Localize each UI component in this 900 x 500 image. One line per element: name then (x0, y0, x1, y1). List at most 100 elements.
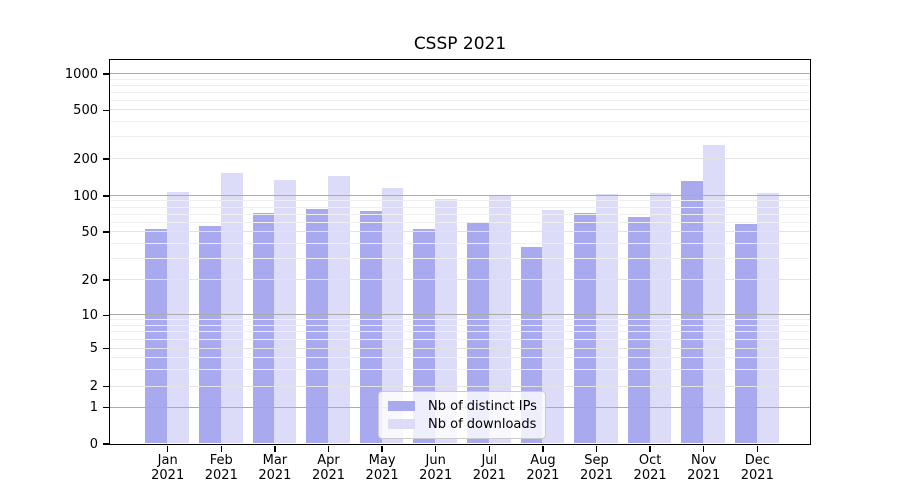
bar-nb-of-downloads-jan-2021 (167, 192, 189, 444)
x-tick-label-line: 2021 (526, 468, 560, 483)
legend-swatch-nb-of-downloads (388, 419, 415, 429)
x-tick-label-line: 2021 (204, 468, 238, 483)
gridline-20 (109, 279, 810, 280)
x-tick-mark-aug-2021 (542, 445, 544, 452)
y-tick-label-5: 5 (89, 341, 98, 356)
minor-gridline-800 (109, 84, 810, 86)
minor-gridline-80 (109, 206, 810, 208)
minor-gridline-8 (109, 324, 810, 326)
minor-gridline-70 (109, 213, 810, 215)
major-gridline-10 (109, 314, 810, 316)
bar-nb-of-downloads-jun-2021 (435, 199, 457, 444)
x-tick-mark-mar-2021 (274, 445, 276, 452)
x-tick-label-line: 2021 (687, 468, 721, 483)
bar-nb-of-downloads-feb-2021 (220, 172, 243, 444)
bar-nb-of-distinct-ips-jun-2021 (413, 229, 436, 444)
x-tick-label-oct-2021: Oct 2021 (618, 453, 682, 483)
bar-nb-of-distinct-ips-jan-2021 (145, 229, 168, 444)
legend-item-nb-of-downloads: Nb of downloads (388, 415, 536, 433)
bar-nb-of-distinct-ips-oct-2021 (627, 217, 650, 444)
y-tick-mark-0 (102, 443, 109, 445)
x-tick-label-line: Jan (157, 453, 178, 468)
x-tick-label-line: Apr (317, 453, 340, 468)
x-tick-label-line: Oct (638, 453, 662, 468)
minor-gridline-7 (109, 331, 810, 333)
x-tick-label-line: Aug (530, 453, 556, 468)
x-tick-mark-jan-2021 (167, 445, 169, 452)
y-tick-label-500: 500 (73, 102, 98, 118)
gridline-5 (109, 347, 810, 349)
x-tick-mark-sep-2021 (595, 445, 598, 452)
y-tick-mark-10 (102, 314, 109, 316)
minor-gridline-700 (109, 91, 810, 93)
major-gridline-1000 (109, 73, 810, 74)
major-gridline-100 (109, 195, 810, 196)
x-tick-label-aug-2021: Aug 2021 (511, 453, 575, 483)
bar-nb-of-downloads-dec-2021 (756, 193, 779, 444)
x-tick-label-line: 2021 (472, 468, 506, 483)
x-tick-label-mar-2021: Mar 2021 (243, 453, 307, 483)
bar-nb-of-distinct-ips-apr-2021 (306, 209, 328, 444)
bar-nb-of-downloads-may-2021 (381, 187, 404, 444)
chart-title: CSSP 2021 (413, 34, 507, 54)
minor-gridline-40 (109, 242, 810, 244)
y-tick-label-200: 200 (73, 151, 98, 167)
x-tick-label-line: 2021 (740, 468, 774, 483)
minor-gridline-6 (109, 338, 810, 340)
y-tick-mark-100 (102, 195, 109, 197)
y-tick-mark-500 (102, 109, 109, 111)
x-tick-label-line: 2021 (419, 468, 453, 483)
x-tick-label-line: 2021 (258, 468, 292, 483)
minor-gridline-400 (109, 121, 810, 123)
bar-nb-of-distinct-ips-feb-2021 (199, 225, 221, 444)
x-tick-mark-jun-2021 (435, 445, 437, 452)
bar-nb-of-downloads-oct-2021 (649, 192, 672, 444)
minor-gridline-4 (109, 356, 810, 358)
x-tick-label-dec-2021: Dec 2021 (725, 453, 789, 483)
bar-nb-of-downloads-sep-2021 (596, 194, 618, 444)
y-tick-label-20: 20 (81, 272, 98, 288)
x-tick-mark-feb-2021 (220, 445, 222, 452)
minor-gridline-30 (109, 257, 810, 259)
x-tick-label-line: Nov (691, 453, 717, 468)
bar-nb-of-distinct-ips-nov-2021 (681, 181, 704, 444)
y-tick-mark-5 (102, 347, 109, 350)
y-tick-mark-50 (102, 231, 109, 233)
x-tick-label-apr-2021: Apr 2021 (297, 453, 361, 483)
y-tick-label-0: 0 (89, 436, 98, 452)
y-tick-label-100: 100 (73, 188, 98, 204)
gridline-200 (109, 158, 810, 159)
legend-label: Nb of distinct IPs (428, 398, 537, 414)
grid-layer (109, 60, 810, 444)
x-tick-label-line: Dec (744, 453, 770, 468)
gridline-2 (109, 385, 810, 387)
x-tick-label-line: 2021 (151, 468, 185, 483)
x-tick-label-line: 2021 (633, 468, 667, 483)
legend-swatch-nb-of-distinct-ips (388, 401, 415, 411)
x-tick-mark-may-2021 (381, 445, 383, 452)
minor-gridline-3 (109, 368, 810, 370)
x-tick-label-jun-2021: Jun 2021 (404, 453, 468, 483)
minor-gridline-600 (109, 99, 810, 101)
y-tick-label-2: 2 (89, 379, 98, 394)
plot-area (108, 58, 811, 445)
x-tick-label-line: Mar (262, 453, 288, 468)
bar-nb-of-distinct-ips-dec-2021 (735, 223, 757, 444)
x-tick-label-jul-2021: Jul 2021 (457, 453, 521, 483)
minor-gridline-90 (109, 200, 810, 202)
x-tick-mark-jul-2021 (488, 445, 490, 452)
x-tick-label-line: Feb (209, 453, 233, 468)
bar-nb-of-downloads-mar-2021 (274, 180, 297, 444)
x-tick-label-feb-2021: Feb 2021 (189, 453, 253, 483)
legend-item-nb-of-distinct-ips: Nb of distinct IPs (388, 397, 537, 415)
x-tick-label-line: 2021 (311, 468, 346, 483)
x-tick-label-nov-2021: Nov 2021 (672, 453, 736, 483)
x-tick-mark-oct-2021 (649, 445, 651, 452)
x-tick-label-line: Jun (425, 453, 446, 468)
x-tick-label-line: May (368, 453, 396, 468)
y-tick-mark-1000 (102, 73, 109, 75)
x-tick-mark-apr-2021 (327, 445, 330, 452)
x-tick-mark-dec-2021 (756, 445, 758, 452)
x-tick-label-line: 2021 (579, 468, 614, 483)
